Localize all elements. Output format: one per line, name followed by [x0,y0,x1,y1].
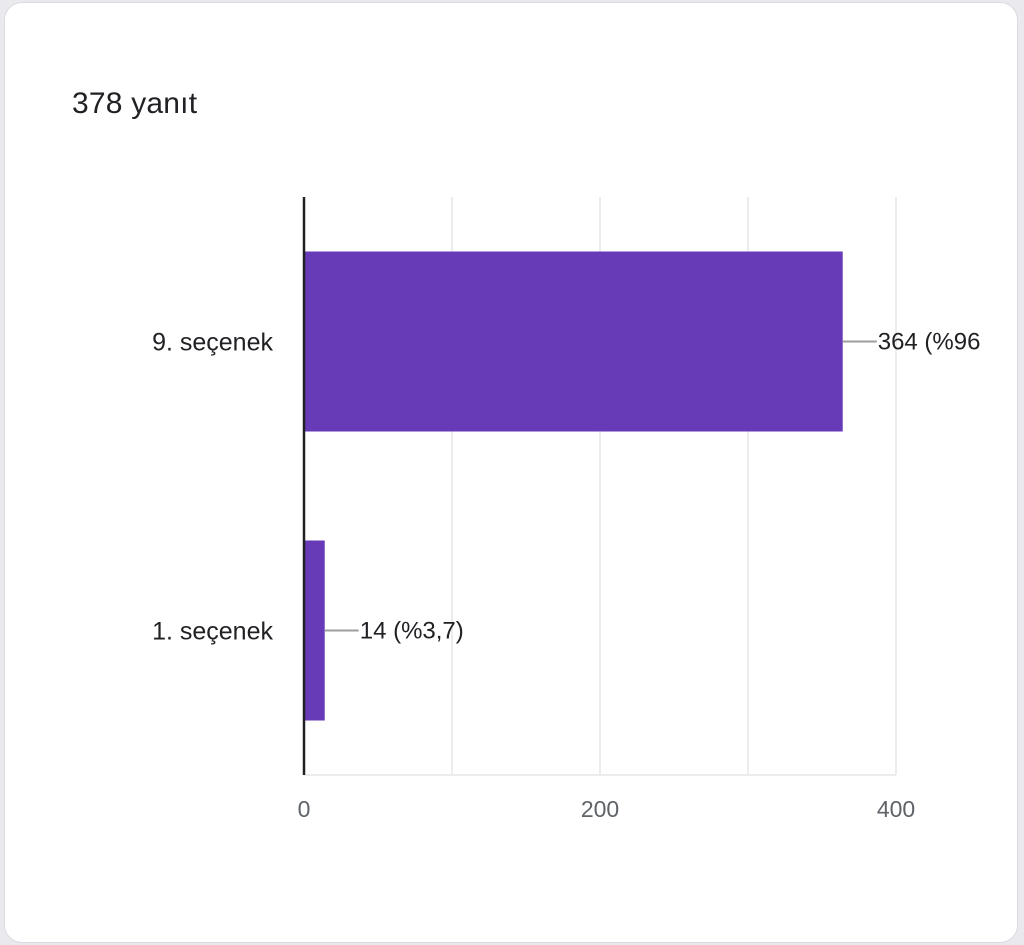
x-tick-label: 400 [877,796,915,822]
bar-1 [304,251,843,432]
chart-card: 378 yanıt 364 (%96 9. seçenek 14 (%3,7) 1. … [4,2,1018,943]
category-label-2: 1. seçenek [152,618,273,646]
bar-chart: 364 (%96 9. seçenek 14 (%3,7) 1. seçenek 0 20… [152,197,981,822]
bar-2 [304,540,325,721]
response-count: 378 yanıt [72,87,198,120]
x-tick-label: 0 [298,796,311,822]
data-label-1: 364 (%96 [878,329,981,356]
category-label-1: 9. seçenek [152,329,273,357]
x-tick-label: 200 [581,796,619,822]
data-label-2: 14 (%3,7) [360,618,464,645]
